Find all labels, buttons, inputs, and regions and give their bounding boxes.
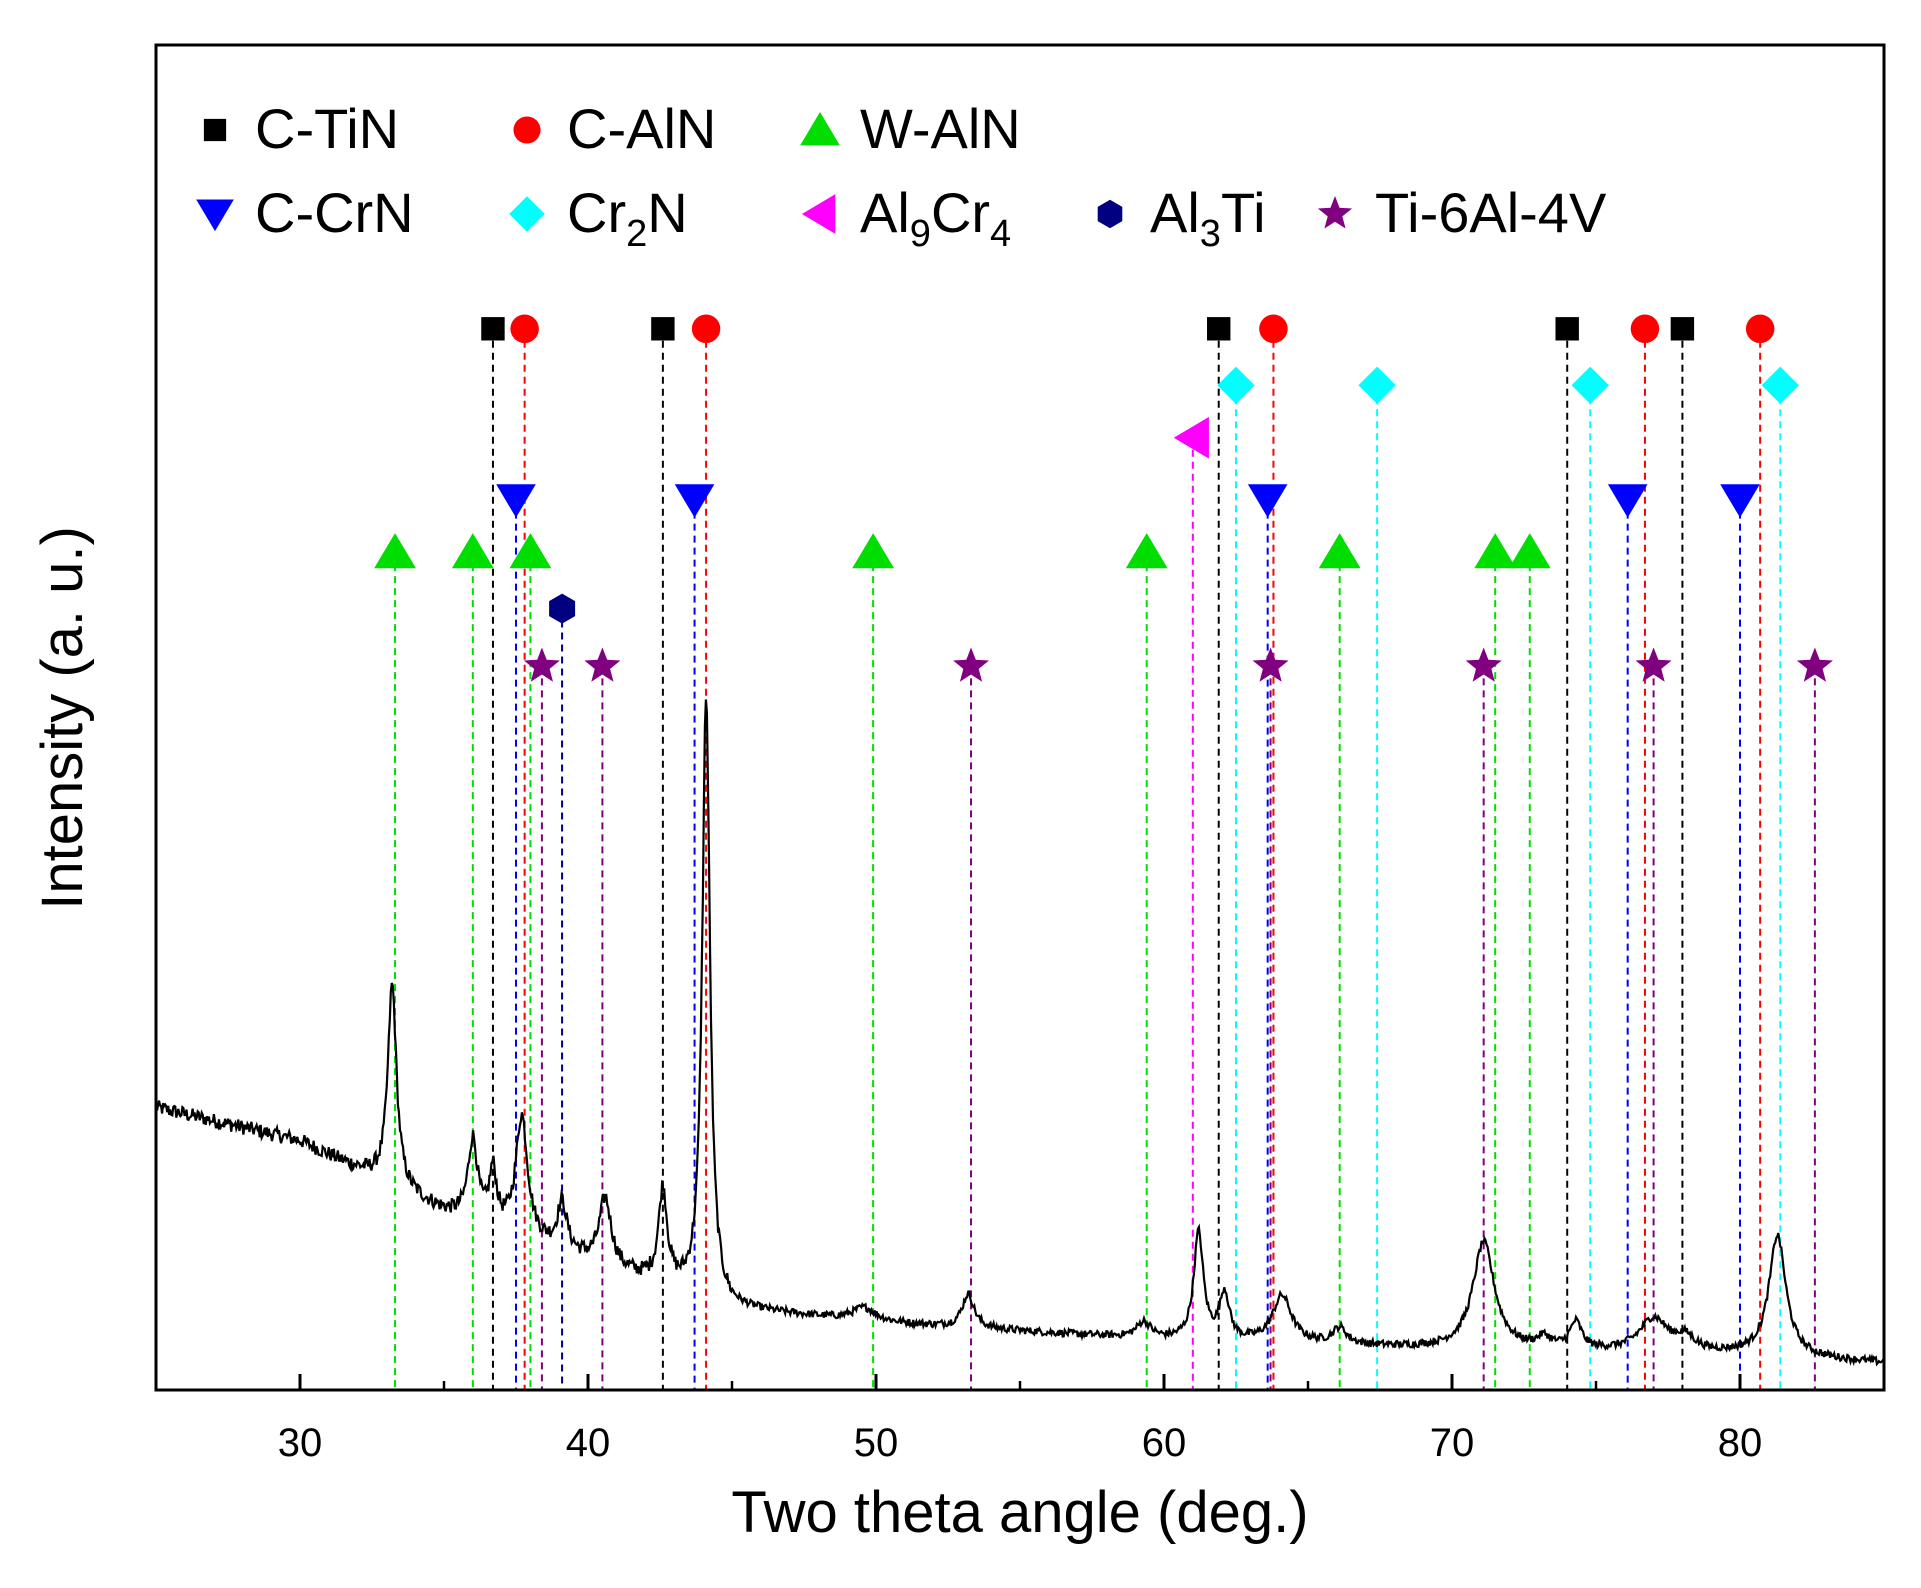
legend: C-TiN C-AlN W-AlN C-CrN Cr2N Al9Cr4 Al3Ti Ti-6A… bbox=[196, 97, 1607, 255]
legend-label-al9cr4: Al9Cr4 bbox=[860, 181, 1011, 255]
legend-marker-w-aln bbox=[800, 111, 840, 146]
marker-al3ti-1 bbox=[549, 593, 576, 624]
legend-label-c-aln: C-AlN bbox=[567, 97, 716, 160]
marker-c-aln-4 bbox=[1630, 314, 1660, 344]
marker-c-aln-1 bbox=[510, 314, 539, 344]
legend-marker-c-aln bbox=[513, 116, 541, 144]
legend-label-ti-6al-4v: Ti-6Al-4V bbox=[1375, 181, 1607, 244]
marker-w-aln-1 bbox=[374, 533, 416, 569]
marker-c-tin-4 bbox=[1555, 317, 1579, 341]
marker-c-crn-4 bbox=[1607, 484, 1648, 518]
reference-lines bbox=[394, 328, 1816, 1390]
x-tick-label-70: 70 bbox=[1430, 1421, 1475, 1465]
legend-label-c-crn: C-CrN bbox=[255, 181, 414, 244]
marker-w-aln-8 bbox=[1508, 533, 1551, 569]
marker-cr2n-2 bbox=[1358, 366, 1396, 404]
x-axis-title: Two theta angle (deg.) bbox=[731, 1480, 1308, 1545]
legend-label-al3ti: Al3Ti bbox=[1150, 181, 1266, 255]
marker-ti-6al-4v-6 bbox=[1635, 647, 1672, 682]
legend-marker-al9cr4 bbox=[801, 194, 836, 234]
marker-ti-6al-4v-4 bbox=[1252, 647, 1289, 682]
marker-w-aln-2 bbox=[451, 533, 494, 569]
marker-w-aln-4 bbox=[852, 533, 895, 569]
marker-al9cr4-1 bbox=[1173, 416, 1209, 459]
legend-marker-c-crn bbox=[196, 199, 234, 232]
x-tick-label-50: 50 bbox=[854, 1421, 899, 1465]
x-tick-label-80: 80 bbox=[1718, 1421, 1763, 1465]
marker-c-tin-1 bbox=[481, 317, 505, 341]
marker-ti-6al-4v-2 bbox=[584, 647, 621, 682]
y-axis-title: Intensity (a. u.) bbox=[30, 526, 95, 910]
marker-w-aln-3 bbox=[509, 533, 552, 569]
marker-w-aln-7 bbox=[1474, 533, 1517, 569]
marker-c-tin-2 bbox=[651, 317, 675, 341]
x-tick-label-40: 40 bbox=[566, 1421, 611, 1465]
legend-marker-cr2n bbox=[509, 196, 545, 232]
x-tick-label-30: 30 bbox=[278, 1421, 323, 1465]
marker-ti-6al-4v-3 bbox=[953, 647, 989, 682]
legend-label-c-tin: C-TiN bbox=[255, 97, 399, 160]
marker-ti-6al-4v-5 bbox=[1465, 647, 1502, 682]
marker-w-aln-6 bbox=[1318, 533, 1361, 569]
marker-cr2n-3 bbox=[1571, 366, 1609, 404]
marker-cr2n-1 bbox=[1217, 366, 1255, 404]
legend-marker-al3ti bbox=[1097, 199, 1123, 229]
legend-label-cr2n: Cr2N bbox=[567, 181, 688, 255]
marker-c-aln-2 bbox=[691, 314, 721, 344]
marker-c-aln-5 bbox=[1745, 314, 1775, 344]
marker-cr2n-4 bbox=[1761, 366, 1800, 404]
marker-c-tin-3 bbox=[1207, 317, 1231, 341]
marker-c-crn-1 bbox=[496, 484, 536, 518]
marker-c-tin-5 bbox=[1670, 317, 1695, 341]
marker-c-crn-3 bbox=[1247, 484, 1288, 518]
x-axis-ticks: 30 40 50 60 70 80 bbox=[154, 1374, 1886, 1465]
legend-marker-ti-6al-4v bbox=[1317, 196, 1353, 229]
xrd-pattern-line bbox=[156, 699, 1884, 1367]
x-tick-label-60: 60 bbox=[1142, 1421, 1187, 1465]
phase-markers bbox=[374, 314, 1833, 682]
marker-ti-6al-4v-7 bbox=[1796, 647, 1833, 682]
marker-c-aln-3 bbox=[1259, 314, 1288, 344]
plot-frame bbox=[154, 43, 1886, 1392]
legend-label-w-aln: W-AlN bbox=[860, 97, 1021, 160]
legend-marker-c-tin bbox=[203, 118, 227, 142]
marker-w-aln-5 bbox=[1125, 533, 1168, 569]
marker-c-crn-5 bbox=[1720, 484, 1760, 518]
marker-ti-6al-4v-1 bbox=[523, 647, 560, 682]
marker-c-crn-2 bbox=[674, 484, 715, 518]
